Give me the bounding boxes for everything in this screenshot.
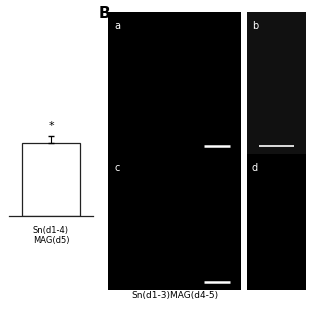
Text: b: b xyxy=(252,21,258,31)
Text: MAG: MAG xyxy=(163,168,186,178)
Text: B: B xyxy=(99,6,111,21)
Text: c: c xyxy=(115,163,120,173)
Text: Sn(d1-3)MAG(d4-5): Sn(d1-3)MAG(d4-5) xyxy=(131,291,218,300)
Bar xyxy=(22,143,80,216)
Text: *: * xyxy=(48,121,54,131)
Text: Sn(d1-4): Sn(d1-4) xyxy=(33,226,69,235)
Text: a: a xyxy=(115,21,121,31)
Text: MAG(d5): MAG(d5) xyxy=(33,236,69,245)
Text: d: d xyxy=(252,163,258,173)
